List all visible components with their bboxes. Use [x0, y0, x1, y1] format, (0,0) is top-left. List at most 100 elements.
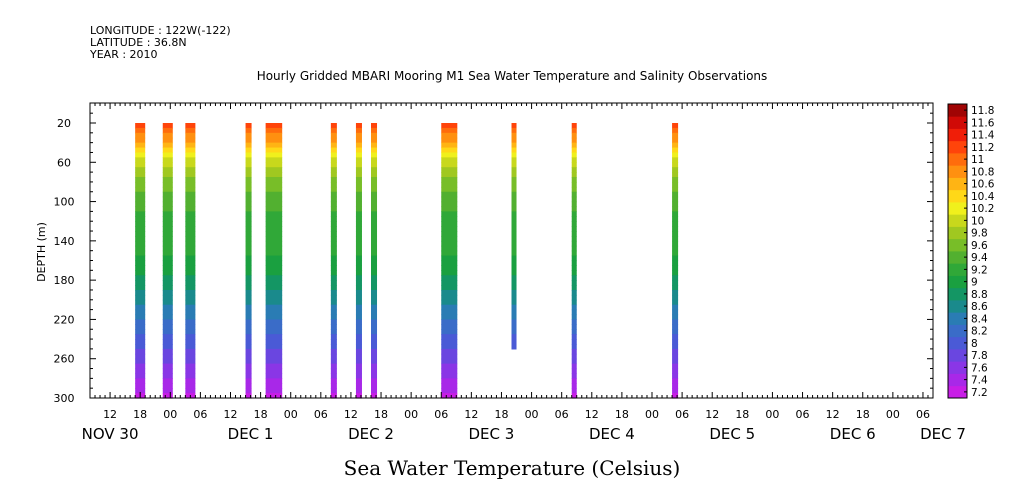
column-cell	[135, 294, 146, 301]
x-tick-label: 18	[856, 408, 870, 421]
column-cell	[265, 226, 283, 232]
column-cell	[441, 186, 458, 193]
column-cell	[511, 255, 517, 262]
column-cell	[441, 260, 458, 267]
column-cell	[185, 147, 196, 154]
column-cell	[135, 157, 146, 163]
column-cell	[265, 393, 283, 399]
column-cell	[245, 240, 252, 247]
column-cell	[672, 314, 679, 321]
column-cell	[571, 137, 577, 144]
column-cell	[441, 127, 458, 134]
column-cell	[265, 196, 283, 203]
column-cell	[330, 358, 337, 365]
column-cell	[371, 137, 378, 144]
column-cell	[245, 132, 252, 139]
column-cell	[441, 162, 458, 168]
column-cell	[135, 211, 146, 217]
column-cell	[330, 147, 337, 154]
column-cell	[441, 309, 458, 316]
x-day-label: DEC 1	[228, 425, 274, 443]
column-cell	[355, 231, 362, 237]
column-cell	[441, 339, 458, 345]
column-cell	[162, 270, 173, 276]
column-cell	[265, 324, 283, 330]
column-cell	[672, 393, 679, 399]
column-cell	[511, 196, 517, 203]
column-cell	[185, 378, 196, 384]
column-cell	[355, 319, 362, 325]
column-cell	[355, 186, 362, 193]
column-cell	[330, 127, 337, 134]
column-cell	[511, 235, 517, 242]
column-cell	[672, 309, 679, 316]
column-cell	[265, 191, 283, 198]
axes: 20 60 100 140 180 220 260 300 12 18 00 06 12 18 00 06 12…	[54, 103, 966, 443]
column-cell	[571, 216, 577, 222]
column-cell	[330, 265, 337, 271]
y-tick-label: 220	[54, 313, 75, 326]
column-cell	[371, 191, 378, 198]
column-cell	[162, 137, 173, 144]
column-cell	[245, 289, 252, 296]
column-cell	[511, 157, 517, 163]
column-cell	[371, 123, 378, 129]
column-cell	[265, 186, 283, 193]
column-cell	[162, 393, 173, 399]
column-cell	[162, 275, 173, 281]
column-cell	[371, 353, 378, 360]
column-cell	[245, 324, 252, 330]
y-axis-label: DEPTH (m)	[35, 222, 48, 282]
column-cell	[672, 260, 679, 267]
column-cell	[511, 137, 517, 144]
column-cell	[672, 343, 679, 350]
column-cell	[441, 240, 458, 247]
column-cell	[571, 235, 577, 242]
column-cell	[441, 275, 458, 281]
column-cell	[511, 142, 517, 149]
column-cell	[162, 304, 173, 311]
column-cell	[571, 172, 577, 178]
column-cell	[571, 152, 577, 158]
column-cell	[672, 206, 679, 212]
column-cell	[245, 231, 252, 237]
column-cell	[135, 334, 146, 340]
column-cell	[355, 294, 362, 301]
column-cell	[355, 255, 362, 262]
column-cell	[162, 162, 173, 168]
column-cell	[672, 388, 679, 394]
column-cell	[185, 358, 196, 365]
column-cell	[162, 378, 173, 384]
column-cell	[511, 226, 517, 232]
column-cell	[135, 216, 146, 222]
column-cell	[330, 368, 337, 375]
column-cell	[185, 240, 196, 247]
column-cell	[571, 206, 577, 212]
column-cell	[330, 167, 337, 173]
column-cell	[355, 191, 362, 198]
column-cell	[355, 181, 362, 188]
data-column	[330, 123, 337, 399]
column-cell	[162, 206, 173, 212]
column-cell	[371, 231, 378, 237]
column-cell	[330, 270, 337, 276]
column-cell	[672, 201, 679, 208]
colorbar-swatch	[948, 128, 967, 142]
column-cell	[355, 378, 362, 384]
column-cell	[355, 260, 362, 267]
column-cell	[135, 339, 146, 345]
column-cell	[672, 294, 679, 301]
column-cell	[511, 339, 517, 345]
column-cell	[355, 348, 362, 355]
colorbar-label: 11.4	[971, 130, 995, 142]
column-cell	[511, 181, 517, 188]
column-cell	[672, 142, 679, 149]
column-cell	[511, 127, 517, 134]
column-cell	[571, 221, 577, 227]
column-cell	[672, 368, 679, 375]
column-cell	[245, 245, 252, 252]
column-cell	[441, 201, 458, 208]
column-cell	[571, 270, 577, 276]
colorbar-label: 9.4	[971, 252, 988, 264]
column-cell	[371, 265, 378, 271]
